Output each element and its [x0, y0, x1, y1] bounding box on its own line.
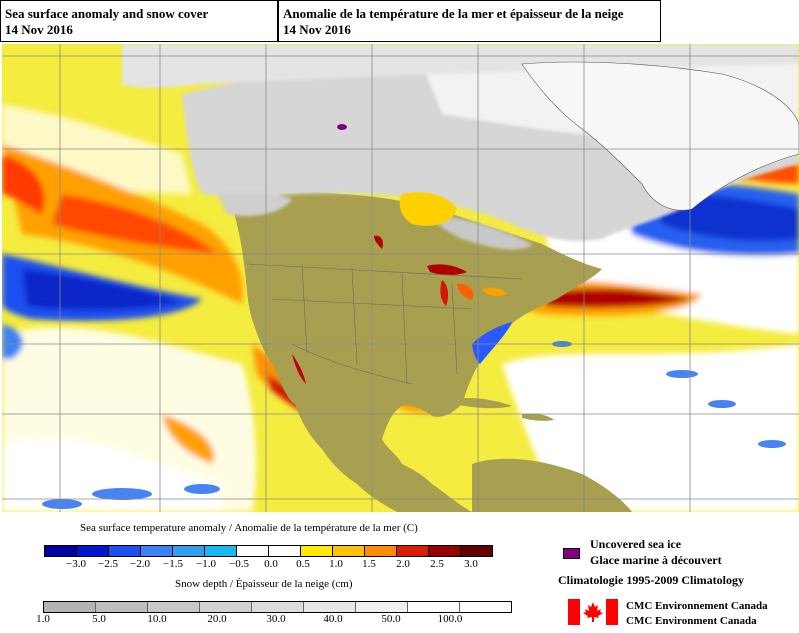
sst-swatch: [301, 546, 333, 556]
title-english: Sea surface anomaly and snow cover: [5, 6, 209, 21]
sst-swatch: [237, 546, 269, 556]
cmc-label-en: CMC Environment Canada: [626, 615, 757, 627]
sst-swatch: [429, 546, 461, 556]
great-lakes: [374, 235, 507, 306]
sst-tick: −1.5: [163, 558, 183, 570]
sst-colorbar: [44, 545, 493, 557]
sst-swatch: [269, 546, 301, 556]
political-borders: [246, 263, 523, 385]
title-box-french: Anomalie de la température de la mer et …: [278, 0, 661, 42]
graticule: [2, 44, 799, 512]
snow-swatch: [252, 602, 304, 612]
snow-swatch: [96, 602, 148, 612]
hispaniola: [522, 413, 554, 421]
sst-swatch: [365, 546, 397, 556]
north-america-land: [232, 192, 602, 512]
sst-swatch: [109, 546, 141, 556]
date-english: 14 Nov 2016: [5, 22, 73, 37]
sst-tick: −3.0: [66, 558, 86, 570]
sst-swatch: [141, 546, 173, 556]
coastal-cool-strip: [472, 322, 512, 364]
snow-tick: 10.0: [147, 613, 167, 625]
date-french: 14 Nov 2016: [283, 22, 351, 37]
sst-legend-title: Sea surface temperature anomaly / Anomal…: [80, 522, 418, 534]
snow-tick: 40.0: [323, 613, 343, 625]
snow-tick: 1.0: [36, 613, 50, 625]
sst-tick: 0.5: [296, 558, 310, 570]
climatology-label: Climatologie 1995-2009 Climatology: [558, 573, 744, 587]
sea-ice-swatch: [563, 548, 580, 559]
sst-tick: 1.0: [329, 558, 343, 570]
snow-tick: 50.0: [381, 613, 401, 625]
snow-swatch: [460, 602, 511, 612]
greenland: [521, 61, 799, 211]
snow-swatch: [44, 602, 96, 612]
sst-tick: 2.5: [430, 558, 444, 570]
snow-swatch: [356, 602, 408, 612]
cool-speckles: [42, 341, 786, 509]
sst-swatch: [461, 546, 492, 556]
sst-tick: 3.0: [464, 558, 478, 570]
sst-tick: 1.5: [362, 558, 376, 570]
sea-ice-label-fr: Glace marine à découvert: [590, 553, 722, 567]
sst-swatch: [205, 546, 237, 556]
anomaly-map: [2, 44, 799, 512]
sst-swatch: [45, 546, 77, 556]
baja-california: [270, 349, 297, 405]
cmc-label-fr: CMC Environnement Canada: [626, 600, 768, 612]
gulf-of-california: [292, 354, 306, 384]
sst-tick: −0.5: [229, 558, 249, 570]
sst-swatch: [173, 546, 205, 556]
snow-swatch: [304, 602, 356, 612]
header: Sea surface anomaly and snow cover 14 No…: [0, 0, 799, 42]
snow-tick: 100.0: [437, 613, 463, 625]
sst-tick: −1.0: [196, 558, 216, 570]
sst-swatch: [77, 546, 109, 556]
sst-swatch: [397, 546, 429, 556]
canada-flag-icon: [568, 599, 618, 625]
sst-swatch: [333, 546, 365, 556]
snow-tick: 20.0: [207, 613, 227, 625]
map-svg: [2, 44, 799, 512]
title-french: Anomalie de la température de la mer et …: [283, 6, 624, 21]
cuba: [452, 397, 512, 409]
sst-tick: 2.0: [396, 558, 410, 570]
sea-ice-label-en: Uncovered sea ice: [590, 537, 682, 551]
uncovered-sea-ice-spot: [337, 124, 347, 130]
snow-colorbar: [43, 601, 512, 613]
snow-legend-title: Snow depth / Épaisseur de la neige (cm): [175, 578, 353, 590]
snow-tick: 5.0: [92, 613, 106, 625]
hudson-bay: [399, 192, 457, 226]
snow-tick: 30.0: [266, 613, 286, 625]
snow-swatch: [200, 602, 252, 612]
sst-tick: 0.0: [264, 558, 278, 570]
legend-panel: Sea surface temperature anomaly / Anomal…: [0, 512, 799, 633]
snow-swatch: [148, 602, 200, 612]
sst-tick: −2.5: [98, 558, 118, 570]
snow-swatch: [408, 602, 460, 612]
sst-tick: −2.0: [130, 558, 150, 570]
title-box-english: Sea surface anomaly and snow cover 14 No…: [0, 0, 278, 42]
